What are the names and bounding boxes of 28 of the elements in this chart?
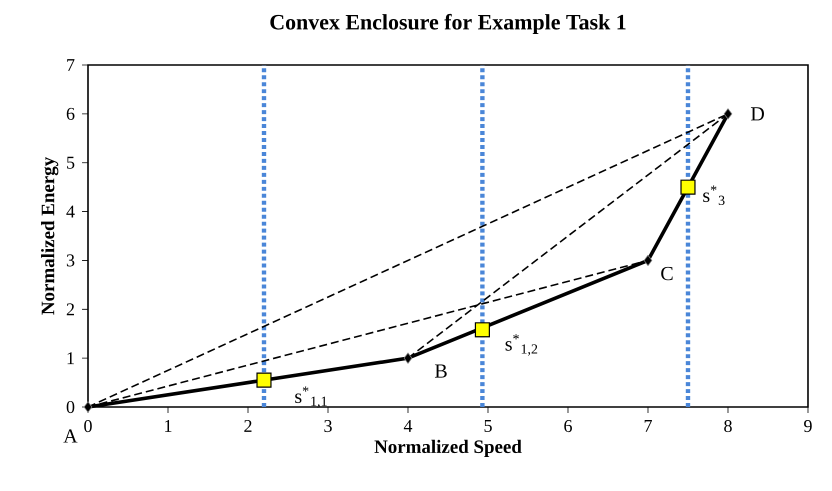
x-tick-label: 6	[564, 420, 572, 432]
x-tick-label: 2	[244, 420, 252, 432]
x-tick-label: 8	[724, 420, 732, 432]
x-tick-label: 7	[644, 420, 652, 432]
y-tick-label: 6	[66, 108, 74, 120]
annotation: A	[63, 429, 78, 443]
x-tick-label: 9	[804, 420, 812, 432]
annotation: C	[661, 266, 673, 280]
y-tick-label: 1	[68, 352, 74, 364]
x-tick-label: 1	[165, 420, 172, 432]
annotation: s$^{*}$1,1	[295, 386, 327, 408]
y-tick-label: 0	[66, 400, 74, 414]
x-tick-label: 0	[84, 420, 92, 432]
y-tick-label: 3	[66, 254, 74, 266]
annotation: D	[750, 107, 764, 120]
x-tick-label: 3	[324, 420, 332, 432]
x-tick-label: 5	[484, 420, 492, 432]
y-axis-title: Normalized Energy	[41, 157, 58, 315]
annotation: s$^{*}$1,2	[506, 334, 538, 356]
annotation: B	[434, 364, 447, 378]
x-tick-label: 4	[404, 420, 412, 432]
x-axis-title: Normalized Speed	[374, 440, 522, 457]
y-tick-label: 7	[67, 59, 74, 71]
y-tick-label: 2	[66, 303, 74, 316]
chart-title: Convex Enclosure for Example Task 1	[270, 14, 626, 34]
annotation: s$^{*}$3	[703, 186, 725, 206]
y-tick-label: 5	[67, 156, 74, 169]
y-tick-label: 4	[66, 206, 75, 218]
